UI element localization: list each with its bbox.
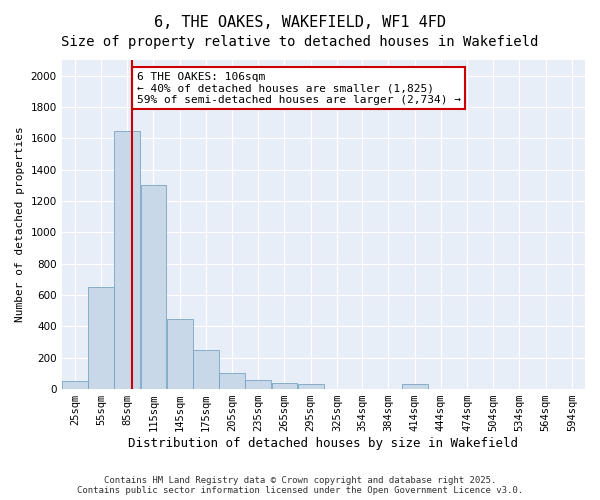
- Text: 6, THE OAKES, WAKEFIELD, WF1 4FD: 6, THE OAKES, WAKEFIELD, WF1 4FD: [154, 15, 446, 30]
- Bar: [88, 287, 114, 389]
- Text: Size of property relative to detached houses in Wakefield: Size of property relative to detached ho…: [61, 35, 539, 49]
- Bar: [115, 130, 140, 389]
- Bar: [402, 384, 428, 389]
- Text: 6 THE OAKES: 106sqm
← 40% of detached houses are smaller (1,825)
59% of semi-det: 6 THE OAKES: 106sqm ← 40% of detached ho…: [137, 72, 461, 105]
- Bar: [272, 383, 298, 389]
- Bar: [167, 318, 193, 389]
- Bar: [245, 380, 271, 389]
- Bar: [193, 350, 219, 389]
- Y-axis label: Number of detached properties: Number of detached properties: [15, 126, 25, 322]
- X-axis label: Distribution of detached houses by size in Wakefield: Distribution of detached houses by size …: [128, 437, 518, 450]
- Bar: [298, 384, 323, 389]
- Text: Contains HM Land Registry data © Crown copyright and database right 2025.
Contai: Contains HM Land Registry data © Crown c…: [77, 476, 523, 495]
- Bar: [62, 381, 88, 389]
- Bar: [219, 374, 245, 389]
- Bar: [140, 186, 166, 389]
